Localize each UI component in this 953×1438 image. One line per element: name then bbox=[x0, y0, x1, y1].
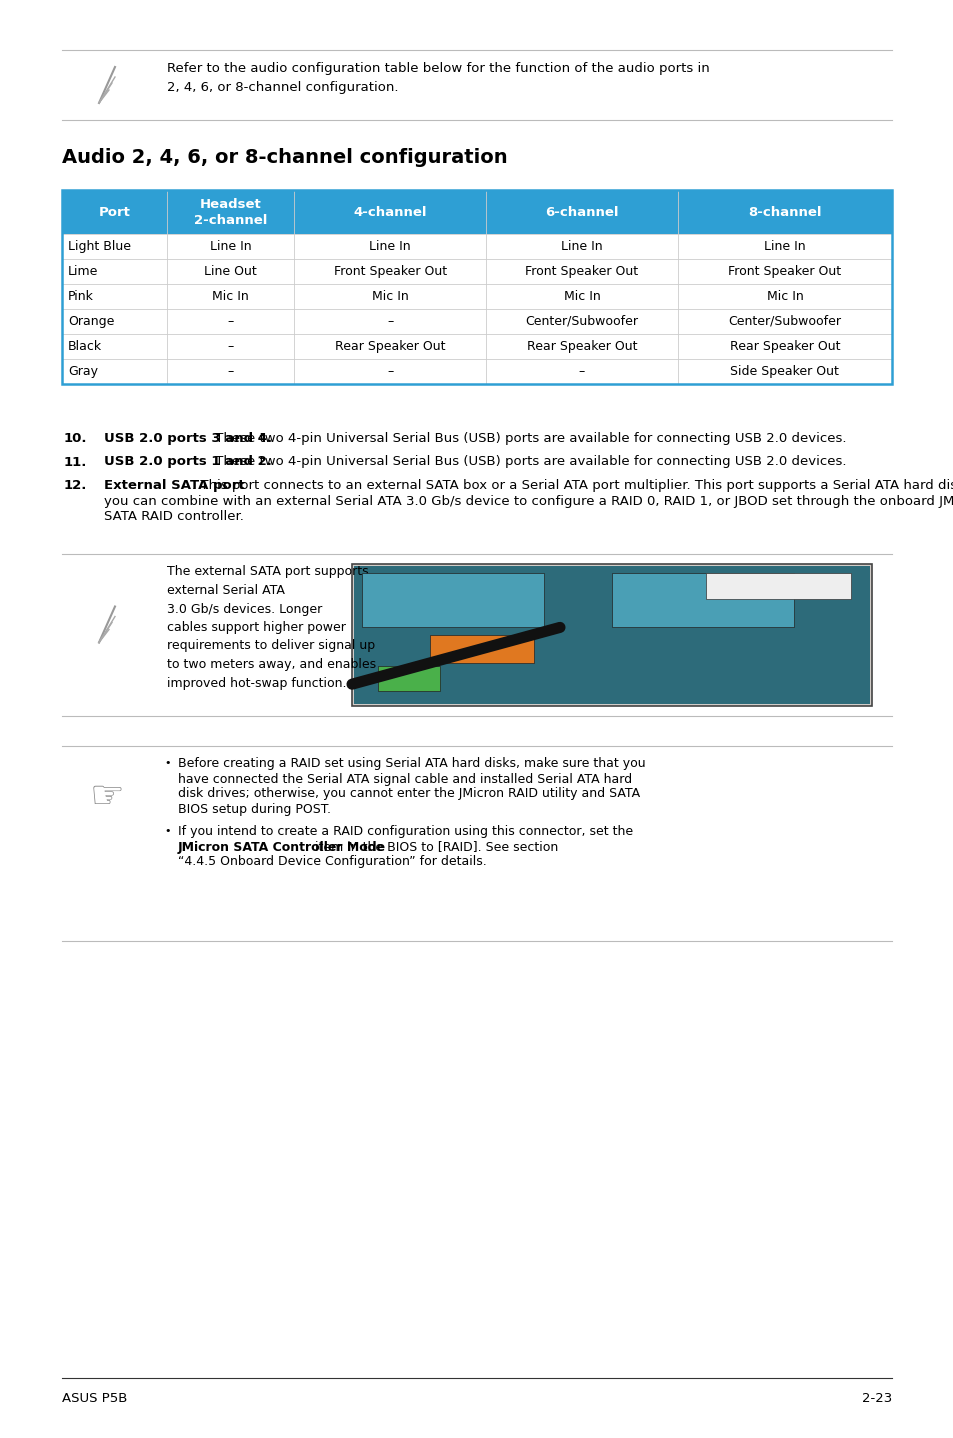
Bar bbox=[62, 283, 891, 309]
Text: BIOS setup during POST.: BIOS setup during POST. bbox=[178, 802, 331, 815]
Text: –: – bbox=[578, 365, 584, 378]
Text: 4-channel: 4-channel bbox=[354, 206, 427, 219]
Text: SATA RAID controller.: SATA RAID controller. bbox=[104, 510, 244, 523]
Text: –: – bbox=[227, 339, 233, 352]
Text: Front Speaker Out: Front Speaker Out bbox=[727, 265, 841, 278]
Text: 8-channel: 8-channel bbox=[747, 206, 821, 219]
Text: 10.: 10. bbox=[64, 431, 88, 444]
Text: USB 2.0 ports 3 and 4.: USB 2.0 ports 3 and 4. bbox=[104, 431, 272, 444]
Text: –: – bbox=[387, 315, 393, 328]
Text: Lime: Lime bbox=[68, 265, 98, 278]
Text: disk drives; otherwise, you cannot enter the JMicron RAID utility and SATA: disk drives; otherwise, you cannot enter… bbox=[178, 788, 639, 801]
Text: If you intend to create a RAID configuration using this connector, set the: If you intend to create a RAID configura… bbox=[178, 825, 637, 838]
Text: Line Out: Line Out bbox=[204, 265, 256, 278]
Text: Front Speaker Out: Front Speaker Out bbox=[525, 265, 638, 278]
Bar bbox=[62, 259, 891, 283]
Text: Before creating a RAID set using Serial ATA hard disks, make sure that you: Before creating a RAID set using Serial … bbox=[178, 758, 645, 771]
Bar bbox=[62, 190, 891, 234]
Text: The external SATA port supports
external Serial ATA
3.0 Gb/s devices. Longer
cab: The external SATA port supports external… bbox=[167, 565, 375, 689]
Bar bbox=[62, 234, 891, 259]
Text: JMicron SATA Controller Mode: JMicron SATA Controller Mode bbox=[178, 840, 386, 854]
Text: Line In: Line In bbox=[763, 240, 805, 253]
Text: Audio 2, 4, 6, or 8-channel configuration: Audio 2, 4, 6, or 8-channel configuratio… bbox=[62, 148, 507, 167]
Bar bbox=[705, 574, 850, 600]
Bar bbox=[62, 190, 891, 384]
Text: ☞: ☞ bbox=[90, 778, 124, 817]
Text: These two 4-pin Universal Serial Bus (USB) ports are available for connecting US: These two 4-pin Universal Serial Bus (US… bbox=[211, 456, 846, 469]
Text: Center/Subwoofer: Center/Subwoofer bbox=[525, 315, 638, 328]
Text: Mic In: Mic In bbox=[212, 290, 249, 303]
Text: 11.: 11. bbox=[64, 456, 88, 469]
Bar bbox=[62, 334, 891, 360]
Bar bbox=[62, 309, 891, 334]
Text: have connected the Serial ATA signal cable and installed Serial ATA hard: have connected the Serial ATA signal cab… bbox=[178, 772, 632, 785]
Text: Port: Port bbox=[98, 206, 131, 219]
Text: Mic In: Mic In bbox=[766, 290, 802, 303]
Text: These two 4-pin Universal Serial Bus (USB) ports are available for connecting US: These two 4-pin Universal Serial Bus (US… bbox=[211, 431, 846, 444]
Text: Side Speaker Out: Side Speaker Out bbox=[730, 365, 839, 378]
Text: Orange: Orange bbox=[68, 315, 114, 328]
Text: –: – bbox=[387, 365, 393, 378]
Text: . This port connects to an external SATA box or a Serial ATA port multiplier. Th: . This port connects to an external SATA… bbox=[192, 479, 953, 492]
Text: Rear Speaker Out: Rear Speaker Out bbox=[335, 339, 445, 352]
Text: item in the BIOS to [RAID]. See section: item in the BIOS to [RAID]. See section bbox=[311, 840, 558, 854]
Bar bbox=[354, 565, 869, 703]
Bar bbox=[62, 360, 891, 384]
Text: Center/Subwoofer: Center/Subwoofer bbox=[728, 315, 841, 328]
Text: 6-channel: 6-channel bbox=[545, 206, 618, 219]
Text: Light Blue: Light Blue bbox=[68, 240, 131, 253]
Text: Black: Black bbox=[68, 339, 102, 352]
Text: External SATA port: External SATA port bbox=[104, 479, 244, 492]
Text: “4.4.5 Onboard Device Configuration” for details.: “4.4.5 Onboard Device Configuration” for… bbox=[178, 856, 486, 869]
Text: •: • bbox=[164, 758, 171, 768]
Text: Pink: Pink bbox=[68, 290, 93, 303]
Text: you can combine with an external Serial ATA 3.0 Gb/s device to configure a RAID : you can combine with an external Serial … bbox=[104, 495, 953, 508]
Text: Headset
2-channel: Headset 2-channel bbox=[193, 197, 267, 227]
Text: Line In: Line In bbox=[369, 240, 411, 253]
Text: 2-23: 2-23 bbox=[861, 1392, 891, 1405]
Bar bbox=[612, 574, 793, 627]
Text: 12.: 12. bbox=[64, 479, 88, 492]
Text: Mic In: Mic In bbox=[372, 290, 408, 303]
Text: Mic In: Mic In bbox=[563, 290, 599, 303]
Text: Refer to the audio configuration table below for the function of the audio ports: Refer to the audio configuration table b… bbox=[167, 62, 709, 93]
Text: Rear Speaker Out: Rear Speaker Out bbox=[729, 339, 840, 352]
Text: Line In: Line In bbox=[560, 240, 602, 253]
Text: –: – bbox=[227, 315, 233, 328]
Text: Gray: Gray bbox=[68, 365, 98, 378]
Bar bbox=[430, 634, 534, 663]
Text: ASUS P5B: ASUS P5B bbox=[62, 1392, 128, 1405]
Bar bbox=[361, 574, 543, 627]
Text: •: • bbox=[164, 825, 171, 835]
Bar bbox=[352, 564, 871, 706]
Text: –: – bbox=[227, 365, 233, 378]
Text: Rear Speaker Out: Rear Speaker Out bbox=[526, 339, 637, 352]
Text: Line In: Line In bbox=[210, 240, 251, 253]
Text: USB 2.0 ports 1 and 2.: USB 2.0 ports 1 and 2. bbox=[104, 456, 272, 469]
Text: Front Speaker Out: Front Speaker Out bbox=[334, 265, 446, 278]
Bar bbox=[377, 666, 440, 692]
